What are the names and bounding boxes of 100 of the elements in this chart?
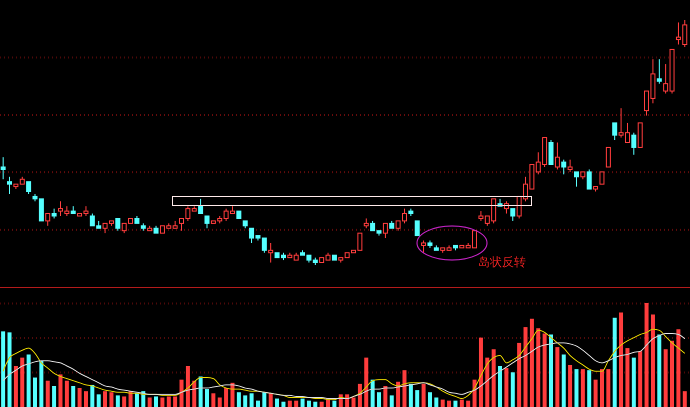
bar	[447, 400, 452, 407]
bar	[632, 358, 636, 407]
bar	[492, 349, 496, 407]
bar	[211, 393, 216, 407]
bar	[122, 396, 126, 407]
bar	[275, 398, 280, 407]
bar	[606, 369, 610, 407]
bar	[574, 369, 578, 407]
bar	[218, 398, 222, 407]
bar	[460, 400, 464, 407]
annotation: 岛状反转	[478, 254, 526, 271]
bar	[542, 333, 547, 407]
bar	[638, 351, 642, 407]
bar	[485, 358, 490, 407]
bar	[580, 369, 585, 407]
bar	[345, 394, 350, 407]
bar	[173, 396, 178, 407]
bar	[39, 360, 44, 407]
bar	[192, 380, 196, 407]
candlestick	[268, 242, 274, 264]
bar	[664, 349, 668, 407]
bar	[600, 369, 604, 407]
bar	[370, 380, 375, 407]
bar	[20, 358, 24, 407]
bar	[466, 400, 470, 407]
bar	[294, 400, 298, 407]
bar	[71, 386, 76, 407]
bar	[676, 329, 680, 407]
bar	[116, 395, 120, 407]
bar	[358, 384, 362, 407]
bar	[262, 392, 266, 407]
bar	[377, 392, 381, 407]
bar	[364, 358, 368, 407]
bar	[243, 395, 248, 407]
bar	[524, 327, 528, 407]
bar	[594, 380, 598, 407]
bar	[504, 368, 508, 407]
bar	[109, 392, 114, 407]
bar	[64, 380, 69, 407]
bar	[180, 380, 184, 407]
bar	[657, 334, 662, 407]
bar	[313, 402, 318, 407]
bar	[530, 318, 534, 407]
bar	[568, 364, 572, 407]
bar	[517, 342, 522, 407]
bar	[230, 382, 234, 407]
bar	[332, 400, 336, 407]
bar	[390, 395, 394, 407]
bar	[103, 391, 108, 407]
bar	[26, 354, 31, 407]
bar	[250, 393, 254, 407]
bar	[644, 303, 649, 407]
bar	[650, 314, 655, 407]
bar	[84, 391, 88, 407]
bar	[198, 376, 203, 407]
bar	[478, 338, 483, 407]
bar	[383, 386, 388, 407]
bar	[408, 384, 413, 407]
bar	[148, 398, 152, 407]
bar	[415, 390, 420, 407]
bar	[587, 370, 592, 407]
bar	[422, 384, 426, 407]
bar	[612, 318, 617, 407]
bar	[281, 402, 286, 407]
bar	[186, 366, 190, 407]
bar	[52, 386, 56, 407]
bar	[90, 384, 94, 407]
bar	[154, 396, 158, 407]
bar	[78, 388, 82, 407]
bar	[300, 398, 305, 407]
bar	[256, 400, 260, 407]
bar	[306, 400, 311, 407]
candlestick	[0, 156, 6, 180]
bar	[320, 402, 324, 407]
bar	[510, 372, 515, 407]
bar	[352, 398, 356, 407]
bar	[96, 394, 101, 407]
bar	[288, 400, 292, 407]
bar	[396, 382, 400, 407]
bar	[205, 389, 209, 407]
bar	[453, 400, 458, 407]
bar	[498, 366, 502, 407]
bar	[236, 392, 241, 407]
bar	[268, 393, 273, 407]
bar	[625, 348, 630, 407]
bar	[440, 400, 445, 407]
bar	[8, 332, 12, 407]
bar	[1, 331, 6, 407]
bar	[682, 391, 687, 407]
bar	[166, 396, 171, 407]
bar	[58, 374, 62, 407]
bar	[434, 398, 438, 407]
bar	[224, 388, 228, 407]
bar	[160, 398, 164, 407]
bar	[134, 393, 139, 407]
bar	[14, 366, 18, 407]
bar	[619, 312, 624, 407]
bar	[46, 380, 50, 407]
bar	[562, 354, 566, 407]
bar	[549, 334, 553, 407]
